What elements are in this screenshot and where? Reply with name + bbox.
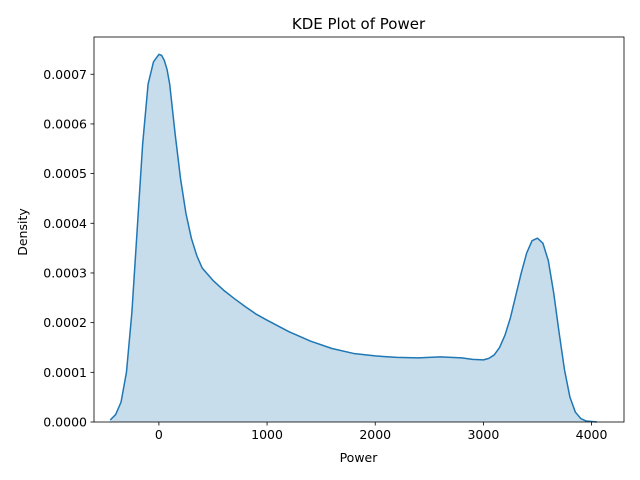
x-tick-label: 2000: [359, 427, 391, 442]
x-tick-label: 0: [155, 427, 163, 442]
y-tick-label: 0.0002: [43, 315, 87, 330]
y-tick-label: 0.0007: [43, 67, 87, 82]
y-axis-label: Density: [15, 208, 30, 256]
plot-frame: [93, 36, 625, 423]
density-curve-line: [109, 53, 598, 423]
x-tick-label: 4000: [576, 427, 608, 442]
plot-area: [93, 36, 625, 423]
y-tick-label: 0.0005: [43, 166, 87, 181]
y-tick-label: 0.0000: [43, 415, 87, 430]
x-axis-label: Power: [340, 450, 379, 465]
x-tick-label: 3000: [467, 427, 499, 442]
density-area-fill: [110, 54, 597, 422]
x-axis: 0 1000 2000 3000 4000: [155, 422, 608, 442]
y-tick-label: 0.0004: [43, 216, 87, 231]
y-tick-label: 0.0006: [43, 116, 87, 131]
chart-title: KDE Plot of Power: [292, 15, 426, 33]
y-tick-label: 0.0003: [43, 265, 87, 280]
y-tick-label: 0.0001: [43, 365, 87, 380]
y-axis: 0.0000 0.0001 0.0002 0.0003 0.0004 0.0005 0.00…: [43, 67, 94, 430]
x-tick-label: 1000: [251, 427, 283, 442]
